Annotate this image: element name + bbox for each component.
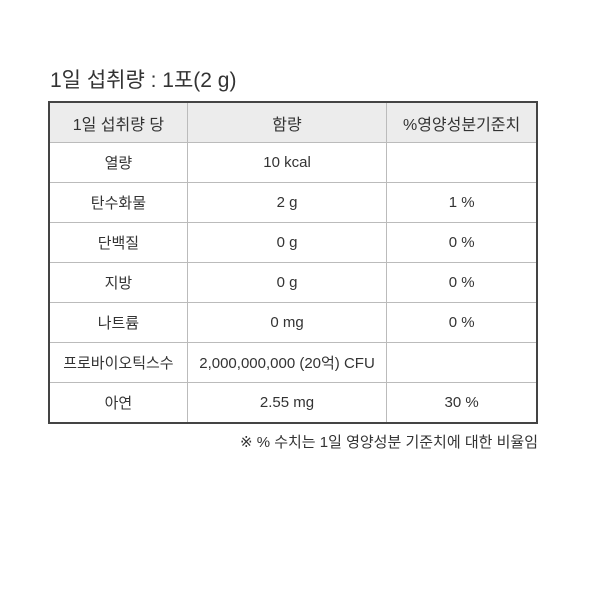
nutrient-name: 탄수화물 <box>48 182 188 223</box>
table-row: 나트륨 0 mg 0 % <box>48 302 538 343</box>
nutrient-name: 단백질 <box>48 222 188 263</box>
nutrient-name: 나트륨 <box>48 302 188 343</box>
footnote: ※ % 수치는 1일 영양성분 기준치에 대한 비율임 <box>239 434 538 451</box>
nutrient-daily-value: 0 % <box>386 262 538 303</box>
header-amount: 함량 <box>186 101 388 143</box>
nutrient-name: 열량 <box>48 142 188 183</box>
nutrient-daily-value: 30 % <box>386 382 538 424</box>
nutrient-amount: 0 mg <box>186 302 388 343</box>
nutrient-amount: 2,000,000,000 (20억) CFU <box>186 342 388 383</box>
nutrient-amount: 2 g <box>186 182 388 223</box>
table-header-row: 1일 섭취량 당 함량 %영양성분기준치 <box>48 101 538 143</box>
table-row: 프로바이오틱스수 2,000,000,000 (20억) CFU <box>48 342 538 383</box>
nutrient-daily-value: 0 % <box>386 302 538 343</box>
table-row: 열량 10 kcal <box>48 142 538 183</box>
nutrient-amount: 10 kcal <box>186 142 388 183</box>
nutrient-amount: 2.55 mg <box>186 382 388 424</box>
nutrient-daily-value: 0 % <box>386 222 538 263</box>
nutrient-name: 아연 <box>48 382 188 424</box>
serving-size-title: 1일 섭취량 : 1포(2 g) <box>50 69 237 92</box>
nutrient-daily-value: 1 % <box>386 182 538 223</box>
nutrient-daily-value <box>386 142 538 183</box>
nutrient-amount: 0 g <box>186 222 388 263</box>
table-row: 아연 2.55 mg 30 % <box>48 382 538 424</box>
nutrient-daily-value <box>386 342 538 383</box>
nutrient-name: 프로바이오틱스수 <box>48 342 188 383</box>
nutrient-name: 지방 <box>48 262 188 303</box>
header-daily-value: %영양성분기준치 <box>386 101 538 143</box>
nutrient-amount: 0 g <box>186 262 388 303</box>
header-per-serving: 1일 섭취량 당 <box>48 101 188 143</box>
